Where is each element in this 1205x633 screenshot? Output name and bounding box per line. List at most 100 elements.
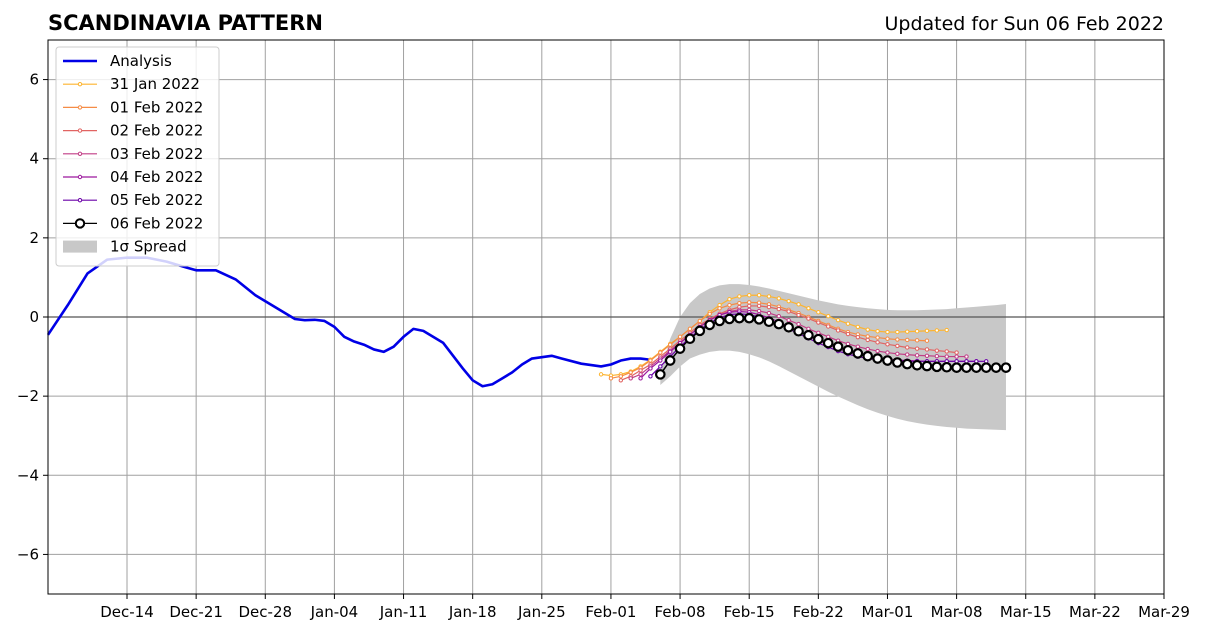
legend-label: 01 Feb 2022 [110,98,203,116]
x-tick-label: Mar-15 [1000,603,1052,621]
forecast-point [793,325,804,337]
forecast-point [855,324,861,330]
y-tick-label: 0 [29,308,39,326]
x-tick-label: Feb-22 [793,603,844,621]
x-tick-label: Mar-01 [862,603,914,621]
legend: Analysis 31 Jan 2022 01 Feb 2022 02 Feb 202… [55,46,220,267]
y-tick-label: −2 [17,387,39,405]
x-tick-label: Dec-14 [100,603,154,621]
forecast-point [895,343,900,349]
forecast-point [885,342,890,347]
forecast-point [667,342,673,347]
forecast-point [608,376,614,381]
forecast-point [924,353,930,358]
x-tick-label: Jan-04 [310,603,359,621]
forecast-point [845,331,851,337]
forecast-point [658,358,663,363]
forecast-point [813,333,824,345]
forecast-point [704,319,715,331]
forecast-point [944,327,949,333]
forecast-point [914,338,920,343]
forecast-point [885,350,890,355]
y-tick-label: −6 [17,545,39,563]
forecast-point [905,352,910,357]
forecast-point [875,335,880,340]
x-tick-label: Feb-15 [724,603,775,621]
x-tick-label: Dec-28 [239,603,293,621]
forecast-point [598,372,604,377]
x-tick-label: Jan-25 [517,603,566,621]
x-tick-label: Jan-11 [379,603,428,621]
chart-title: SCANDINAVIA PATTERN [48,11,323,35]
x-tick-label: Dec-21 [169,603,223,621]
forecast-point [905,329,910,334]
forecast-point [875,348,880,354]
forecast-point [954,354,959,359]
forecast-point [934,328,940,333]
forecast-point [895,337,900,342]
forecast-point [832,341,844,352]
forecast-point [773,318,785,330]
forecast-point [842,344,854,356]
forecast-point [822,337,834,349]
forecast-point [737,294,742,299]
forecast-point [747,300,752,305]
forecast-point [855,334,861,340]
forecast-point [901,358,913,370]
legend-label: 04 Feb 2022 [110,168,203,186]
forecast-point [727,296,732,302]
forecast-point [806,316,811,321]
forecast-point [776,306,782,312]
legend-swatch-marker [77,174,83,180]
forecast-point [875,329,880,334]
legend-label: 06 Feb 2022 [110,214,203,232]
forecast-point [747,293,752,298]
forecast-point [756,293,762,298]
forecast-point [628,370,633,375]
forecast-point [895,351,900,356]
legend-label: 02 Feb 2022 [110,122,203,140]
forecast-point [934,353,940,359]
legend-label: Analysis [110,52,172,70]
forecast-point [786,298,791,304]
y-tick-label: 2 [29,229,39,247]
forecast-point [796,312,801,318]
forecast-point [796,302,801,307]
forecast-point [826,314,831,319]
forecast-point [766,294,772,299]
forecast-point [921,360,933,372]
forecast-point [727,302,732,308]
legend-label: 1σ Spread [110,238,187,256]
forecast-point [885,336,890,341]
forecast-point [931,361,943,373]
forecast-point [628,376,633,381]
forecast-point [753,314,765,325]
forecast-point [648,358,653,363]
legend-swatch-marker [74,218,86,229]
forecast-point [941,361,953,373]
forecast-point [964,354,969,359]
forecast-point [684,333,696,345]
forecast-point [911,359,923,371]
forecast-point [875,340,880,345]
forecast-point [980,362,992,373]
y-tick-label: −4 [17,466,39,484]
forecast-point [674,343,686,354]
forecast-point [677,334,683,339]
forecast-point [664,355,676,366]
forecast-point [865,327,870,332]
forecast-point [914,353,920,358]
legend-label: 31 Jan 2022 [110,75,200,93]
forecast-point [934,348,940,353]
forecast-point [872,353,883,364]
forecast-point [924,347,930,352]
forecast-point [786,317,791,323]
x-tick-label: Feb-01 [585,603,636,621]
forecast-point [724,313,735,325]
x-tick-label: Mar-22 [1069,603,1121,621]
forecast-point [885,329,890,335]
forecast-point [618,374,624,379]
analysis-line [46,256,651,388]
forecast-point [905,337,910,343]
